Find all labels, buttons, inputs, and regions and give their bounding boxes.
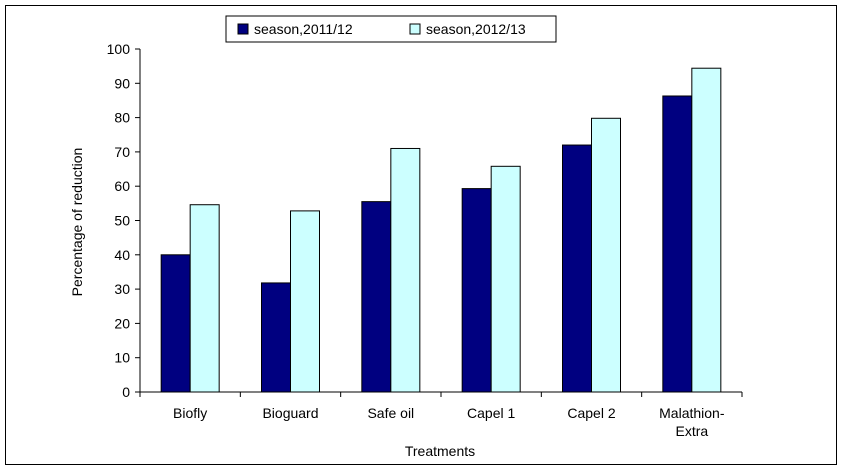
bar-season-2012-13 <box>390 147 421 393</box>
bar-season-2011-12 <box>361 201 392 393</box>
y-tick-label: 80 <box>114 110 130 126</box>
y-tick-label: 100 <box>107 41 131 57</box>
bar-season-2011-12 <box>160 254 191 393</box>
x-tick-label: Capel 1 <box>467 405 515 421</box>
y-tick-label: 10 <box>114 350 130 366</box>
x-tick-label: Safe oil <box>367 405 414 421</box>
legend-box <box>225 15 557 43</box>
legend: season,2011/12 season,2012/13 <box>225 15 557 43</box>
y-axis-title: Percentage of reduction <box>69 148 85 297</box>
legend-label: season,2011/12 <box>254 21 353 37</box>
y-tick-label: 70 <box>114 144 130 160</box>
y-tick-label: 40 <box>114 247 130 263</box>
bar-season-2011-12 <box>662 95 693 393</box>
bar-season-2012-13 <box>189 204 220 393</box>
legend-label: season,2012/13 <box>426 21 526 37</box>
x-tick-label: Biofly <box>173 405 207 421</box>
bar-season-2012-13 <box>490 165 521 393</box>
x-tick-label: Malathion- <box>659 405 725 421</box>
y-tick-label: 20 <box>114 315 130 331</box>
x-axis-title: Treatments <box>405 443 475 459</box>
bar-season-2011-12 <box>562 144 592 393</box>
x-tick-label: Capel 2 <box>567 405 615 421</box>
bar-season-2011-12 <box>261 282 291 393</box>
bar-season-2012-13 <box>591 117 621 393</box>
legend-swatch <box>237 23 249 35</box>
y-tick-label: 50 <box>114 213 130 229</box>
x-tick-label: Extra <box>675 423 708 439</box>
plot-area: 0 10 20 30 40 50 60 70 80 90 100 Biofly Bioguard Safe… <box>107 41 743 439</box>
y-tick-label: 90 <box>114 75 130 91</box>
y-tick-label: 60 <box>114 178 130 194</box>
bar-season-2012-13 <box>290 210 320 393</box>
y-tick-label: 30 <box>114 281 130 297</box>
y-tick-label: 0 <box>122 384 130 400</box>
bar-season-2011-12 <box>461 188 492 393</box>
x-tick-label: Bioguard <box>262 405 318 421</box>
legend-swatch <box>409 23 421 35</box>
bar-season-2012-13 <box>691 67 722 393</box>
